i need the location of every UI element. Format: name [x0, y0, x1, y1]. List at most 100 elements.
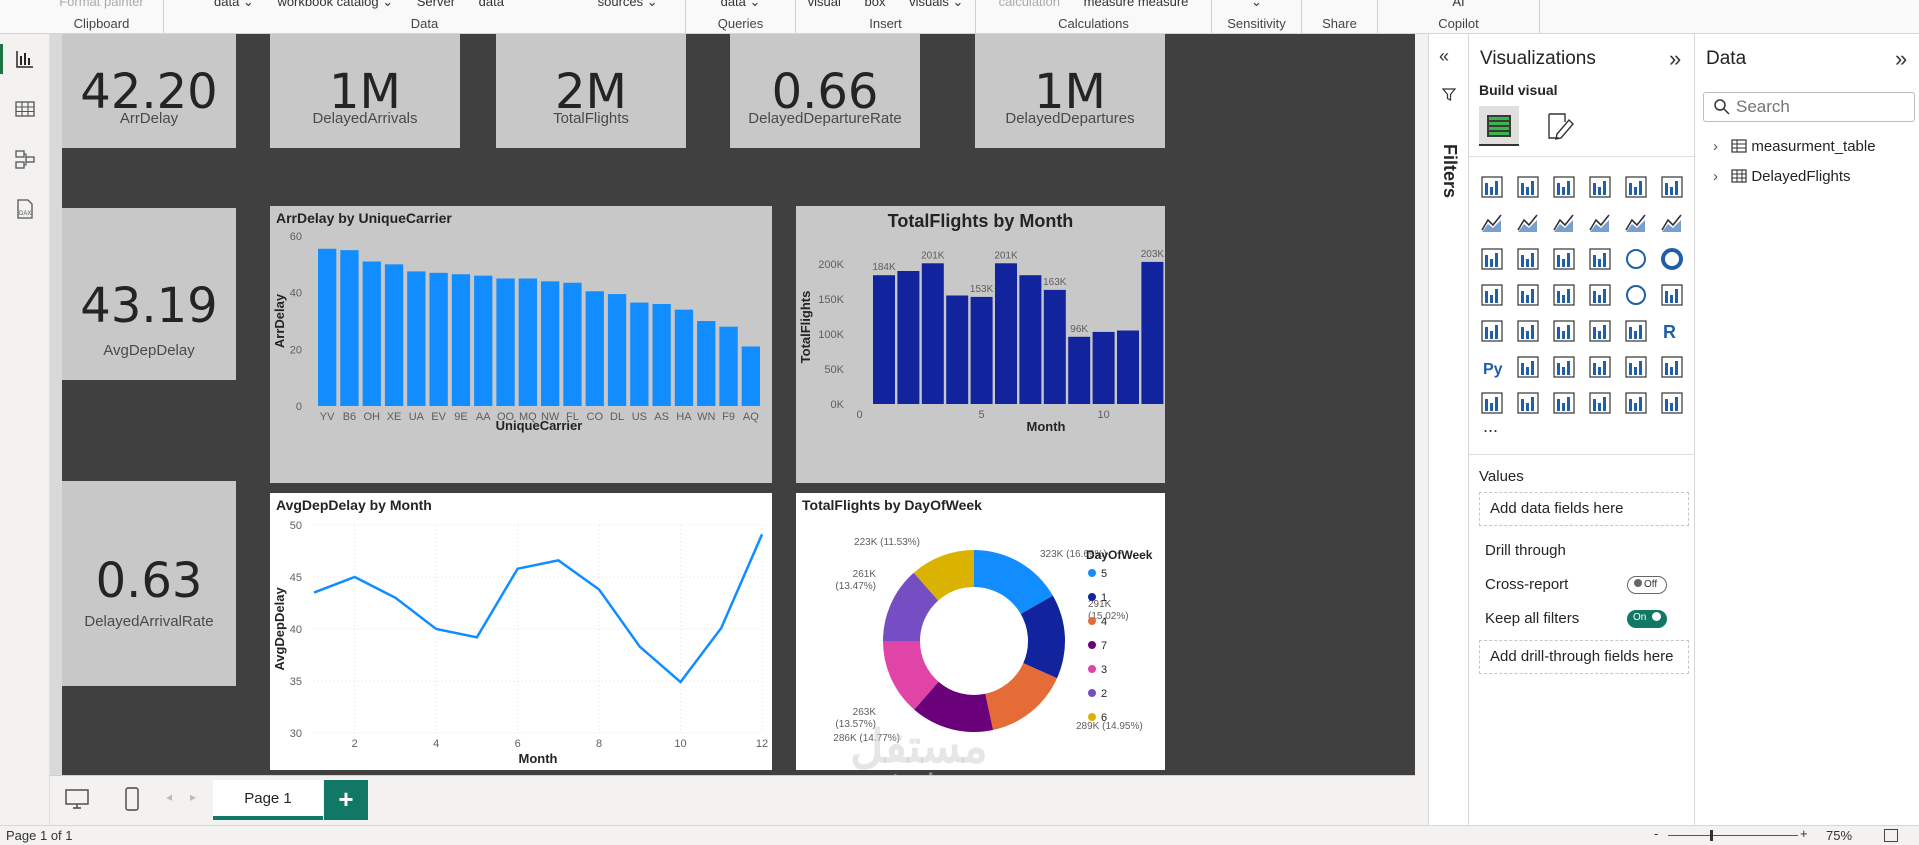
recent-sources-button[interactable]: sources ⌄	[597, 0, 658, 9]
search-input[interactable]	[1736, 97, 1906, 117]
text-box-button[interactable]: box	[864, 0, 886, 9]
power-apps-icon[interactable]	[1515, 390, 1541, 416]
card-delayed-departure-rate[interactable]: 0.66 DelayedDepartureRate	[730, 34, 920, 148]
waterfall-icon[interactable]	[1515, 246, 1541, 272]
kpi-icon[interactable]	[1515, 318, 1541, 344]
desktop-layout-icon[interactable]	[64, 788, 90, 810]
pie-chart-icon[interactable]	[1623, 246, 1649, 272]
card-avg-dep-delay[interactable]: 43.19 AvgDepDelay	[62, 208, 236, 380]
values-drop-zone[interactable]: Add data fields here	[1479, 492, 1689, 526]
funnel-icon[interactable]	[1551, 246, 1577, 272]
r-visual-icon[interactable]: R	[1659, 318, 1685, 344]
more-visual-c-icon[interactable]	[1659, 390, 1685, 416]
zoom-slider[interactable]	[1668, 835, 1798, 836]
card-total-flights[interactable]: 2M TotalFlights	[496, 34, 686, 148]
chart-total-flights-by-month[interactable]: TotalFlights by Month 0K 50K 100K 150K 200K T…	[796, 206, 1165, 483]
100-stacked-column-icon[interactable]	[1659, 174, 1685, 200]
stacked-area-icon[interactable]	[1551, 210, 1577, 236]
metrics-icon[interactable]	[1659, 354, 1685, 380]
clustered-bar-icon[interactable]	[1551, 174, 1577, 200]
format-visual-tab[interactable]	[1543, 108, 1579, 144]
smart-narrative-icon[interactable]	[1623, 354, 1649, 380]
filters-pane-collapsed[interactable]: « Filters	[1428, 34, 1468, 825]
gauge-icon[interactable]	[1623, 282, 1649, 308]
collapse-data-icon[interactable]: »	[1895, 46, 1908, 71]
matrix-icon[interactable]	[1623, 318, 1649, 344]
chart-total-flights-by-dayofweek[interactable]: TotalFlights by DayOfWeek 323K (16.69%) 2…	[796, 493, 1165, 770]
cross-report-toggle[interactable]: Off	[1627, 576, 1667, 594]
excel-workbook-button[interactable]: workbook catalog ⌄	[277, 0, 394, 9]
scatter-icon[interactable]	[1587, 246, 1613, 272]
python-visual-icon[interactable]: Py	[1479, 354, 1505, 380]
zoom-in-button[interactable]: +	[1800, 826, 1808, 841]
more-visuals-ellipsis[interactable]: ...	[1483, 416, 1499, 436]
line-clustered-column-icon[interactable]	[1623, 210, 1649, 236]
sensitivity-dropdown[interactable]: ⌄	[1251, 0, 1262, 9]
donut-chart-icon[interactable]	[1659, 246, 1685, 272]
dax-query-view-icon[interactable]: DAX	[14, 198, 36, 220]
keep-all-filters-toggle[interactable]: On	[1627, 610, 1667, 628]
refresh-data-button[interactable]: data ⌄	[720, 0, 761, 9]
more-visual-b-icon[interactable]	[1623, 390, 1649, 416]
100-area-icon[interactable]	[1587, 210, 1613, 236]
page-tab-1[interactable]: Page 1	[213, 780, 323, 820]
data-search-box[interactable]	[1703, 92, 1915, 122]
table-delayedflights[interactable]: › DelayedFlights	[1713, 168, 1851, 185]
multirow-card-icon[interactable]	[1479, 318, 1505, 344]
filled-map-icon[interactable]	[1551, 282, 1577, 308]
card-label: DelayedArrivals	[312, 110, 418, 127]
collapse-visualizations-icon[interactable]: »	[1669, 46, 1682, 71]
card-icon[interactable]	[1659, 282, 1685, 308]
get-data-button[interactable]: data ⌄	[214, 0, 254, 9]
ribbon-group-label: Copilot	[1438, 16, 1479, 31]
table-measurment[interactable]: › measurment_table	[1713, 138, 1876, 155]
card-arr-delay[interactable]: 42.20 ArrDelay	[62, 34, 236, 148]
chevron-left-icon[interactable]: ◂	[166, 790, 173, 804]
key-influencers-icon[interactable]	[1515, 354, 1541, 380]
visual-calculation-button[interactable]: calculation	[998, 0, 1061, 9]
report-view-icon[interactable]	[0, 44, 36, 74]
add-page-button[interactable]: +	[324, 780, 368, 820]
card-delayed-arrival-rate[interactable]: 0.63 DelayedArrivalRate	[62, 481, 236, 686]
stacked-bar-icon[interactable]	[1479, 174, 1505, 200]
model-view-icon[interactable]	[14, 148, 36, 170]
chart-avg-dep-delay-by-month[interactable]: AvgDepDelay by Month 30 35 40 45 50 2 4 6 8 10 12 A…	[270, 493, 772, 770]
mobile-layout-icon[interactable]	[124, 786, 140, 812]
azure-map-icon[interactable]	[1587, 282, 1613, 308]
area-chart-icon[interactable]	[1515, 210, 1541, 236]
paginated-report-icon[interactable]	[1479, 390, 1505, 416]
sql-server-button[interactable]: Server	[416, 0, 456, 9]
power-automate-icon[interactable]	[1551, 390, 1577, 416]
new-measure-button[interactable]: measure measure	[1083, 0, 1189, 9]
table-view-icon[interactable]	[14, 98, 36, 120]
map-icon[interactable]	[1515, 282, 1541, 308]
copilot-button[interactable]: AI	[1452, 0, 1465, 9]
more-visual-a-icon[interactable]	[1587, 390, 1613, 416]
qa-icon[interactable]	[1587, 354, 1613, 380]
chart-arr-delay-by-carrier[interactable]: ArrDelay by UniqueCarrier 0 20 40 60 ArrDela…	[270, 206, 772, 483]
decomposition-tree-icon[interactable]	[1551, 354, 1577, 380]
drill-through-drop-zone[interactable]: Add drill-through fields here	[1479, 640, 1689, 674]
expand-filters-icon[interactable]: «	[1439, 46, 1450, 66]
zoom-slider-thumb[interactable]	[1710, 830, 1713, 841]
card-delayed-arrivals[interactable]: 1M DelayedArrivals	[270, 34, 460, 148]
slicer-icon[interactable]	[1551, 318, 1577, 344]
line-stacked-column-icon[interactable]	[1659, 210, 1685, 236]
more-visuals-button[interactable]: visuals ⌄	[909, 0, 964, 9]
fit-to-page-icon[interactable]	[1884, 829, 1898, 842]
zoom-out-button[interactable]: -	[1654, 826, 1659, 841]
card-delayed-departures[interactable]: 1M DelayedDepartures	[975, 34, 1165, 148]
treemap-icon[interactable]	[1479, 282, 1505, 308]
clustered-column-icon[interactable]	[1587, 174, 1613, 200]
stacked-column-icon[interactable]	[1515, 174, 1541, 200]
line-chart-icon[interactable]	[1479, 210, 1505, 236]
new-visual-button[interactable]: visual	[807, 0, 841, 9]
enter-data-button[interactable]: data	[478, 0, 504, 9]
build-visual-tab[interactable]	[1479, 106, 1519, 146]
slice-label: (13.47%)	[835, 581, 876, 592]
ribbon-chart-icon[interactable]	[1479, 246, 1505, 272]
table-icon[interactable]	[1587, 318, 1613, 344]
100-stacked-bar-icon[interactable]	[1623, 174, 1649, 200]
format-painter-button[interactable]: Format painter	[59, 0, 144, 9]
chevron-right-icon[interactable]: ▸	[190, 790, 197, 804]
